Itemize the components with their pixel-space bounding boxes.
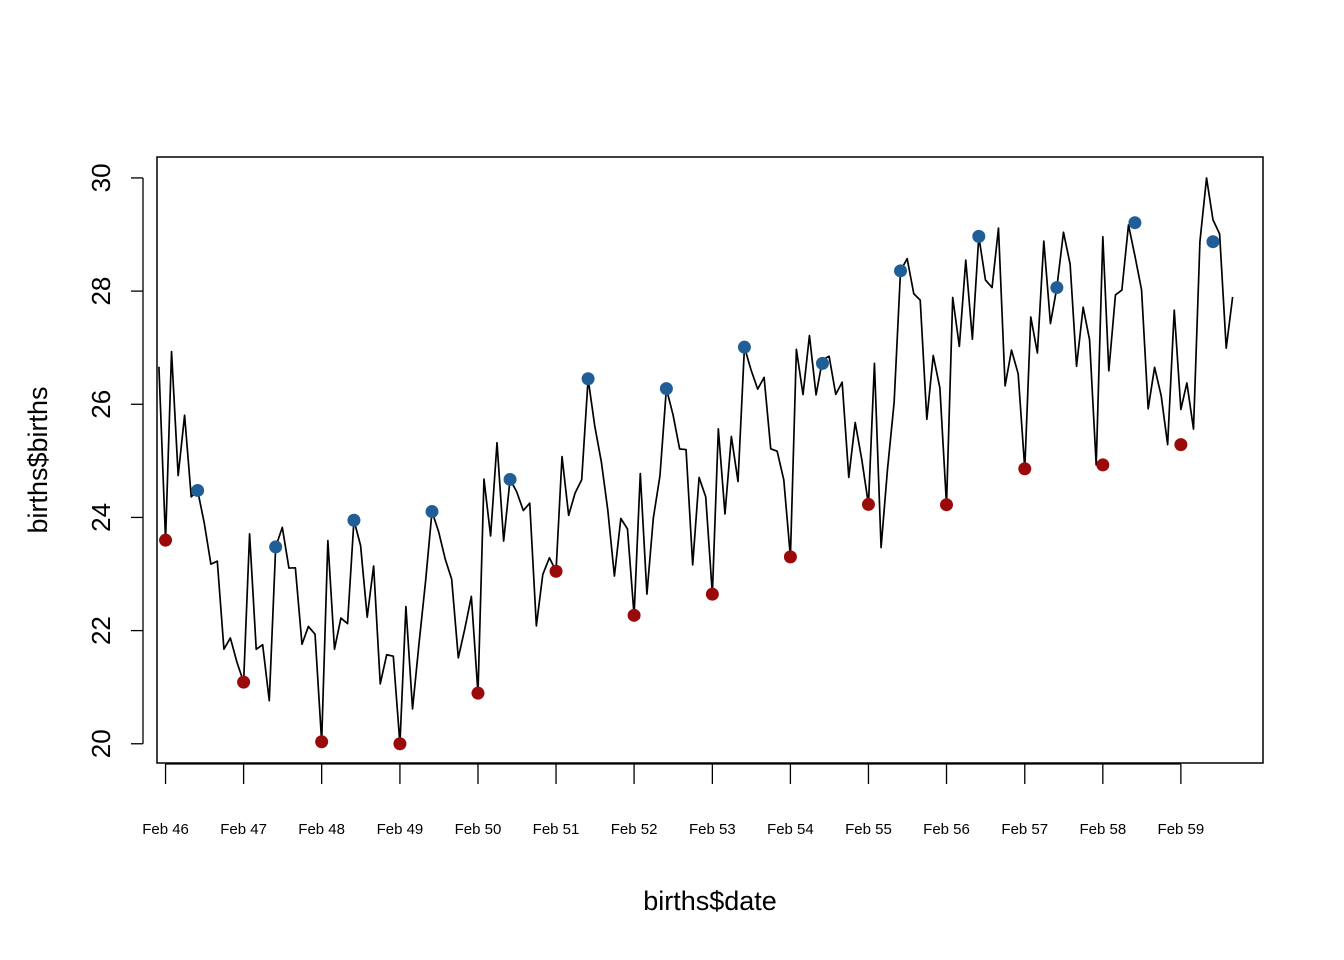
blue-point: [581, 372, 595, 386]
blue-point: [191, 483, 205, 497]
blue-point: [894, 264, 908, 278]
x-tick-label: Feb 58: [1079, 821, 1126, 838]
blue-point: [737, 340, 751, 354]
red-point: [705, 587, 719, 601]
x-tick-label: Feb 57: [1001, 821, 1048, 838]
births-line-series: [158, 177, 1234, 745]
y-tick-label: 20: [86, 729, 116, 758]
plot-frame: [156, 156, 1264, 764]
red-point: [1096, 458, 1110, 472]
red-point: [940, 498, 954, 512]
highlight-points: [159, 216, 1220, 751]
x-tick-label: Feb 49: [377, 821, 424, 838]
y-tick-label: 26: [86, 390, 116, 419]
x-tick-label: Feb 53: [689, 821, 736, 838]
y-tick-label: 28: [86, 277, 116, 306]
x-tick-label: Feb 47: [220, 821, 267, 838]
blue-point: [1128, 216, 1142, 230]
red-point: [393, 737, 407, 751]
blue-point: [503, 472, 517, 486]
x-tick-label: Feb 46: [142, 821, 189, 838]
blue-point: [815, 356, 829, 370]
red-point: [1018, 462, 1032, 476]
red-point: [315, 735, 329, 749]
x-tick-label: Feb 51: [533, 821, 580, 838]
red-point: [549, 564, 563, 578]
red-point: [159, 533, 173, 547]
x-tick-label: Feb 54: [767, 821, 814, 838]
blue-point: [972, 229, 986, 243]
blue-point: [1050, 281, 1064, 295]
blue-point: [659, 382, 673, 396]
x-tick-label: Feb 52: [611, 821, 658, 838]
red-point: [1174, 438, 1188, 452]
red-point: [783, 550, 797, 564]
red-point: [627, 608, 641, 622]
red-point: [861, 497, 875, 511]
blue-point: [269, 540, 283, 554]
y-tick-label: 30: [86, 163, 116, 192]
red-point: [237, 675, 251, 689]
y-tick-label: 22: [86, 616, 116, 645]
x-tick-label: Feb 59: [1158, 821, 1205, 838]
blue-point: [347, 513, 361, 527]
x-tick-label: Feb 56: [923, 821, 970, 838]
axis-ticks: 20 22 24 26 28 30 Feb 46 Feb 47 Feb 48 Feb 49 Feb …: [86, 163, 1204, 838]
x-axis-label: births$date: [643, 886, 777, 916]
red-point: [471, 686, 485, 700]
y-tick-label: 24: [86, 503, 116, 532]
blue-point: [425, 505, 439, 519]
y-axis-label: births$births: [23, 386, 53, 533]
births-line: [158, 177, 1234, 745]
blue-point: [1206, 235, 1220, 249]
x-tick-label: Feb 55: [845, 821, 892, 838]
x-tick-label: Feb 48: [298, 821, 345, 838]
x-tick-label: Feb 50: [455, 821, 502, 838]
